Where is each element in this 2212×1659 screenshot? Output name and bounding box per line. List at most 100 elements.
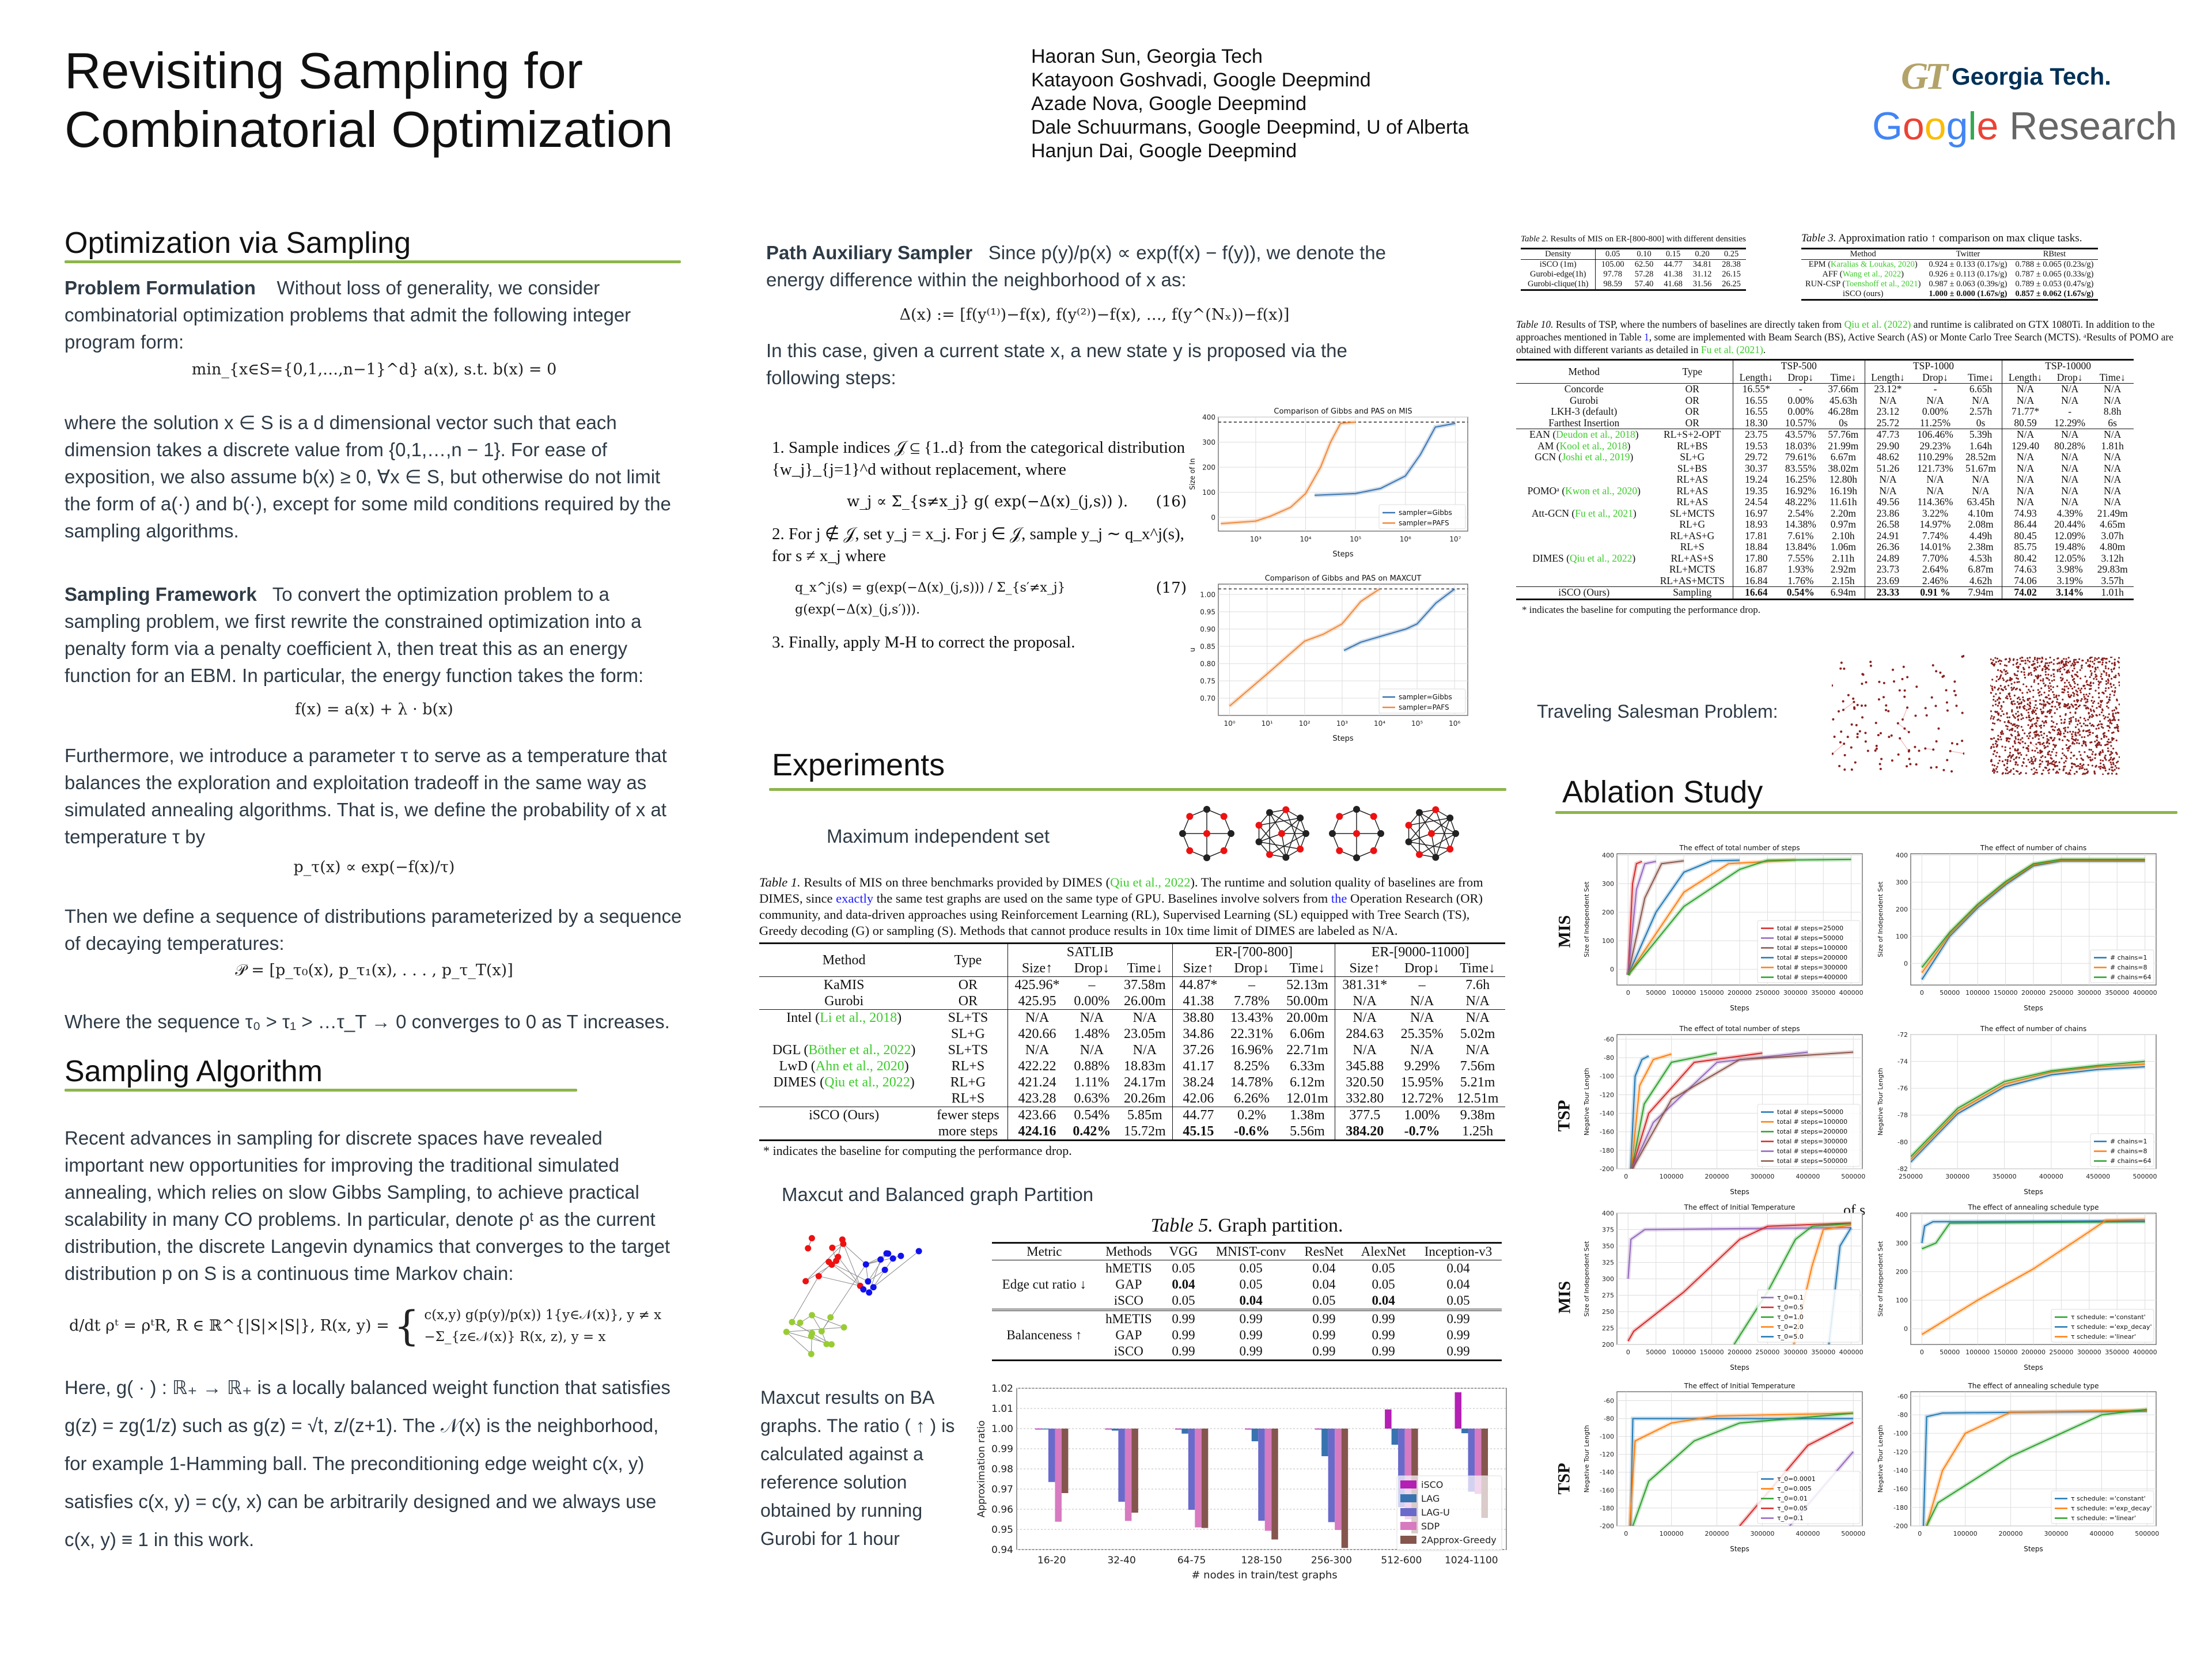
city-node bbox=[2062, 752, 2064, 755]
city-node bbox=[2037, 741, 2040, 744]
value-cell: N/A bbox=[2091, 383, 2134, 395]
paragraph-text: Furthermore, we introduce a parameter τ … bbox=[65, 745, 667, 847]
city-node bbox=[2048, 690, 2050, 692]
y-tick-label: 0 bbox=[1904, 1325, 1908, 1333]
citation-link[interactable]: Karalias & Loukas, 2020 bbox=[1831, 260, 1915, 269]
table-row: iSCO (ours) 1.000 ± 0.000 (1.67s/g) 0.857 … bbox=[1801, 289, 2098, 301]
city-node bbox=[2073, 743, 2075, 745]
city-node bbox=[2101, 709, 2104, 711]
city-node bbox=[2066, 747, 2069, 749]
city-node bbox=[2010, 683, 2013, 685]
value-cell: 26.15 bbox=[1722, 270, 1741, 279]
chart-title: The effect of annealing schedule type bbox=[1967, 1382, 2099, 1390]
value-cell: 0.05 bbox=[1239, 1277, 1263, 1291]
maxcut-description: Maxcut results on BA graphs. The ratio (… bbox=[760, 1387, 955, 1549]
city-node bbox=[1901, 677, 1904, 680]
graph-node bbox=[809, 1312, 816, 1319]
link[interactable]: the bbox=[1331, 891, 1347, 906]
legend bbox=[1378, 504, 1466, 529]
city-node bbox=[2016, 658, 2018, 661]
table-row: RL+S 423.28 0.63% 20.26m 42.06 6.26% 12.01m 332… bbox=[759, 1090, 1505, 1107]
y-axis-label: Size of In bbox=[1188, 459, 1196, 490]
citation-link[interactable]: Wang et al., 2022 bbox=[1842, 270, 1902, 279]
city-node bbox=[2034, 734, 2036, 736]
value-cell: 49.56 bbox=[1864, 496, 1911, 508]
city-node bbox=[2100, 658, 2103, 661]
table-row: GAP 0.99 0.99 0.99 0.99 0.99 bbox=[992, 1327, 1502, 1343]
graph-edge bbox=[1258, 809, 1286, 842]
gibbs-vs-pas-maxcut-chart: 10⁰ 10¹ 10² 10³ 10⁴ 10⁵ 10⁶0.700.750.800.850.9… bbox=[1188, 574, 1468, 743]
link[interactable]: exactly bbox=[836, 891, 874, 906]
citation-link[interactable]: Qiu et al., 2022 bbox=[1569, 552, 1633, 564]
city-node bbox=[2014, 674, 2016, 676]
author: Dale Schuurmans, Google Deepmind, U of A… bbox=[1031, 116, 1469, 138]
value-cell: 18.93 bbox=[1732, 518, 1779, 531]
value-cell: N/A bbox=[2002, 395, 2048, 406]
citation-link[interactable]: Qiu et al., 2022 bbox=[1110, 875, 1191, 889]
city-node bbox=[2012, 703, 2014, 706]
city-node bbox=[2071, 766, 2073, 768]
y-tick-label: -120 bbox=[1600, 1091, 1614, 1099]
value-cell: 345.88 bbox=[1335, 1058, 1395, 1074]
citation-link[interactable]: Li et al., 2018 bbox=[820, 1010, 897, 1025]
city-node bbox=[2109, 758, 2112, 760]
city-node bbox=[2036, 771, 2038, 774]
city-node bbox=[2050, 757, 2052, 759]
bar bbox=[1468, 1429, 1475, 1492]
value-cell: 57.40 bbox=[1629, 279, 1659, 291]
caption-text: Results of TSP, where the numbers of bas… bbox=[1553, 319, 1844, 330]
citation-link[interactable]: Qiu et al. (2022) bbox=[1844, 319, 1911, 330]
city-node bbox=[2016, 681, 2018, 683]
series-line bbox=[1229, 588, 1380, 707]
citation-link[interactable]: Kool et al., 2018 bbox=[1559, 440, 1627, 452]
table-row: RL+AS 19.24 16.25% 12.80h N/A N/A N/A N/A N/A N/A bbox=[1516, 474, 2134, 486]
chart-title: The effect of total number of steps bbox=[1679, 1025, 1800, 1033]
graph-edge bbox=[843, 1243, 866, 1265]
city-node bbox=[2107, 687, 2110, 689]
value-cell: 80.45 bbox=[2002, 530, 2048, 541]
city-node bbox=[2111, 671, 2113, 673]
city-node bbox=[2044, 756, 2047, 759]
city-node bbox=[2017, 764, 2019, 766]
citation-link[interactable]: Joshi et al., 2019 bbox=[1562, 451, 1630, 463]
type-cell: RL+BS bbox=[1676, 440, 1708, 452]
city-node bbox=[1832, 684, 1834, 687]
citation-link[interactable]: Fu et al. (2021) bbox=[1700, 344, 1763, 355]
city-node bbox=[2102, 726, 2104, 729]
citation-link[interactable]: Kwon et al., 2020 bbox=[1565, 484, 1638, 497]
citation-link[interactable]: Ahn et al., 2020 bbox=[815, 1059, 904, 1074]
legend-label: total # steps=100000 bbox=[1777, 1118, 1847, 1126]
city-node bbox=[2089, 722, 2091, 725]
x-tick-label: 200000 bbox=[1728, 1349, 1752, 1356]
tour-edge bbox=[1832, 743, 1844, 754]
y-tick-label: 0 bbox=[1610, 966, 1614, 974]
city-node bbox=[1856, 736, 1859, 738]
series-line bbox=[1627, 1222, 1851, 1342]
value-cell: 22.31% bbox=[1230, 1027, 1273, 1041]
city-node bbox=[1937, 727, 1940, 730]
city-node bbox=[2031, 768, 2033, 771]
city-node bbox=[2017, 738, 2020, 741]
graph-node bbox=[833, 1257, 840, 1264]
citation-link[interactable]: Fu et al., 2021 bbox=[1575, 507, 1633, 519]
citation-link[interactable]: Deudon et al., 2018 bbox=[1556, 429, 1635, 440]
graph-node bbox=[828, 1341, 835, 1348]
city-node bbox=[2056, 770, 2058, 772]
citation-link[interactable]: Toenshoff et al., 2021 bbox=[1845, 279, 1918, 289]
city-node bbox=[2107, 750, 2110, 752]
city-node bbox=[2078, 728, 2080, 730]
city-node bbox=[2028, 698, 2031, 700]
city-node bbox=[2040, 694, 2043, 696]
city-node bbox=[2080, 677, 2082, 680]
table-row: Concorde OR 16.55* -37.66m 23.12* -6.65h N/A N/… bbox=[1516, 383, 2134, 395]
citation-link[interactable]: Qiu et al., 2022 bbox=[824, 1075, 910, 1090]
table-ref-link[interactable]: 1 bbox=[1644, 331, 1649, 343]
city-node bbox=[2036, 730, 2038, 732]
city-node bbox=[2086, 724, 2089, 727]
city-node bbox=[2080, 725, 2083, 728]
city-node bbox=[2035, 722, 2037, 724]
value-cell: 0.787 ± 0.065 (0.33s/g) bbox=[2015, 270, 2094, 279]
city-node bbox=[2028, 714, 2030, 717]
citation-link[interactable]: Böther et al., 2022 bbox=[808, 1043, 911, 1058]
city-node bbox=[2032, 737, 2034, 740]
